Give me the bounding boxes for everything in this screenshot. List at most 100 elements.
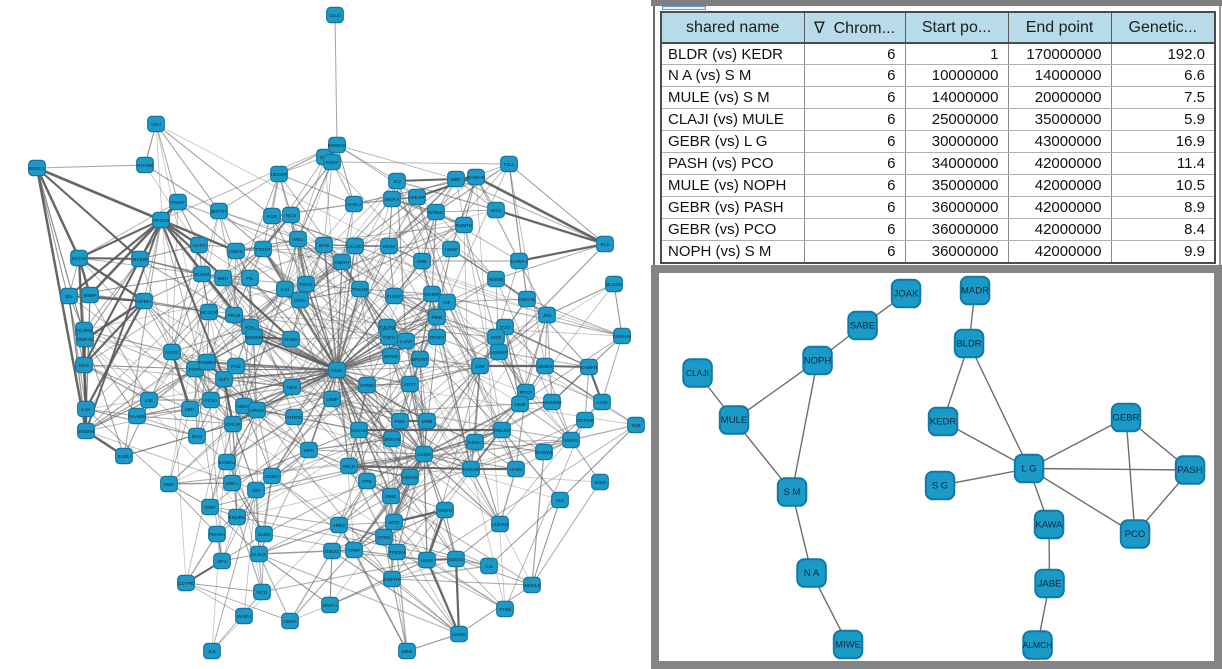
svg-text:WFDE: WFDE [384,354,398,360]
svg-text:KWCHL: KWCHL [518,297,536,303]
svg-text:ITJO: ITJO [500,325,511,331]
svg-text:WKDLS: WKDLS [523,583,540,589]
svg-text:GGE: GGE [267,214,278,220]
svg-text:TOFU: TOFU [383,335,397,341]
svg-text:GILO: GILO [329,13,341,19]
svg-text:NDIUG: NDIUG [402,475,418,481]
svg-text:RNSP: RNSP [171,200,184,206]
svg-text:HEG: HEG [287,385,298,391]
svg-text:GFMA: GFMA [250,408,265,414]
svg-text:OUIC: OUIC [331,368,344,374]
svg-text:WEU: WEU [292,237,304,243]
svg-text:GLNJF: GLNJF [251,552,266,558]
svg-text:PCE: PCE [231,364,241,370]
svg-text:CIW: CIW [475,364,485,370]
svg-text:PFCP: PFCP [520,390,533,396]
svg-text:ORUR: ORUR [226,422,241,428]
svg-text:L G: L G [1022,464,1037,475]
svg-text:FCPK: FCPK [189,367,203,373]
svg-text:DNEE: DNEE [229,249,242,255]
svg-text:PUOF: PUOF [325,160,338,166]
svg-text:DMRJN: DMRJN [77,337,94,343]
svg-text:DRIU: DRIU [226,481,238,487]
svg-text:TSLL: TSLL [503,162,515,168]
svg-text:JABE: JABE [1038,579,1062,590]
svg-text:WNRA: WNRA [385,197,400,203]
svg-text:NCN: NCN [286,213,297,219]
svg-text:BOB: BOB [319,243,329,249]
svg-text:HAKLW: HAKLW [463,467,480,473]
svg-text:IMWP: IMWP [83,293,96,299]
svg-text:PLRJF: PLRJF [387,294,402,300]
svg-text:MSKIR: MSKIR [132,257,148,263]
svg-text:IIWW: IIWW [445,247,457,253]
svg-text:AHIUJ: AHIUJ [347,202,361,208]
svg-text:LUAE: LUAE [400,339,413,345]
svg-text:WMES: WMES [538,364,553,370]
svg-text:UEDOF: UEDOF [271,172,288,178]
svg-text:DNO: DNO [192,434,203,440]
svg-text:EWFRS: EWFRS [383,577,400,583]
svg-text:IGOJ: IGOJ [490,208,502,214]
svg-text:S G: S G [932,481,948,492]
svg-text:OIHI: OIHI [151,122,161,128]
svg-text:AUTR: AUTR [192,243,206,249]
svg-text:UDNHP: UDNHP [490,350,507,356]
svg-text:TGKHS: TGKHS [352,287,369,293]
svg-text:NWNMN: NWNMN [245,335,264,341]
svg-text:NOPH: NOPH [804,356,832,367]
svg-text:IGFT: IGFT [219,377,230,383]
svg-text:RTA: RTA [245,325,255,331]
svg-text:PASH: PASH [1177,465,1202,476]
svg-text:MEB: MEB [402,649,412,655]
svg-text:JDD: JDD [251,488,261,494]
svg-text:OIMP: OIMP [326,397,338,403]
svg-text:RLS: RLS [600,242,609,248]
svg-text:RJB: RJB [631,423,640,429]
svg-text:UUJJD: UUJJD [347,244,363,250]
svg-text:GAAWH: GAAWH [128,414,146,420]
svg-text:SRLD: SRLD [343,464,356,470]
svg-text:JOEE: JOEE [594,480,607,486]
svg-text:HPJCM: HPJCM [153,218,170,224]
svg-text:ENDRU: ENDRU [228,515,246,521]
svg-text:UMK: UMK [417,259,428,265]
svg-text:S M: S M [784,487,801,498]
svg-text:ISF: ISF [443,300,451,306]
svg-text:MIWE: MIWE [835,640,861,651]
svg-text:PIL: PIL [246,276,254,282]
svg-text:PKHAA: PKHAA [209,532,226,538]
svg-text:JSL: JSL [65,294,74,300]
svg-text:OKLBH: OKLBH [494,428,511,434]
svg-text:TFEDM: TFEDM [389,550,406,556]
svg-text:GUGI: GUGI [258,532,270,538]
svg-text:PDHE: PDHE [299,282,312,288]
svg-text:FCBJ: FCBJ [205,398,218,404]
svg-text:MNB: MNB [422,419,433,425]
svg-text:HKIB: HKIB [514,402,525,408]
svg-text:LODD: LODD [417,452,431,458]
svg-text:OCPOK: OCPOK [576,418,594,424]
svg-text:DWA: DWA [163,482,175,488]
svg-text:MKH: MKH [218,276,229,282]
svg-text:ARTT: ARTT [404,382,417,388]
svg-text:WCGOG: WCGOG [199,310,218,316]
svg-text:LAK: LAK [81,407,91,413]
svg-text:TUCPG: TUCPG [379,325,396,331]
svg-text:DDBA: DDBA [265,474,279,480]
svg-text:FPE: FPE [362,479,371,485]
svg-text:GEBR: GEBR [1113,413,1140,424]
svg-text:SUBU: SUBU [117,454,131,460]
svg-text:NARD: NARD [452,632,466,638]
svg-text:JLK: JLK [208,649,217,655]
svg-text:SHWSM: SHWSM [613,334,631,340]
svg-text:KSUU: KSUU [468,440,482,446]
svg-text:EGWAJ: EGWAJ [219,460,236,466]
svg-text:N A: N A [804,568,820,579]
svg-text:BLODU: BLODU [606,282,623,288]
svg-text:ALMCH: ALMCH [1023,640,1053,650]
svg-text:SWGG: SWGG [448,557,463,563]
svg-text:TPRF: TPRF [348,548,361,554]
svg-text:EUUM: EUUM [195,272,209,278]
svg-text:KAWA: KAWA [1035,520,1063,531]
